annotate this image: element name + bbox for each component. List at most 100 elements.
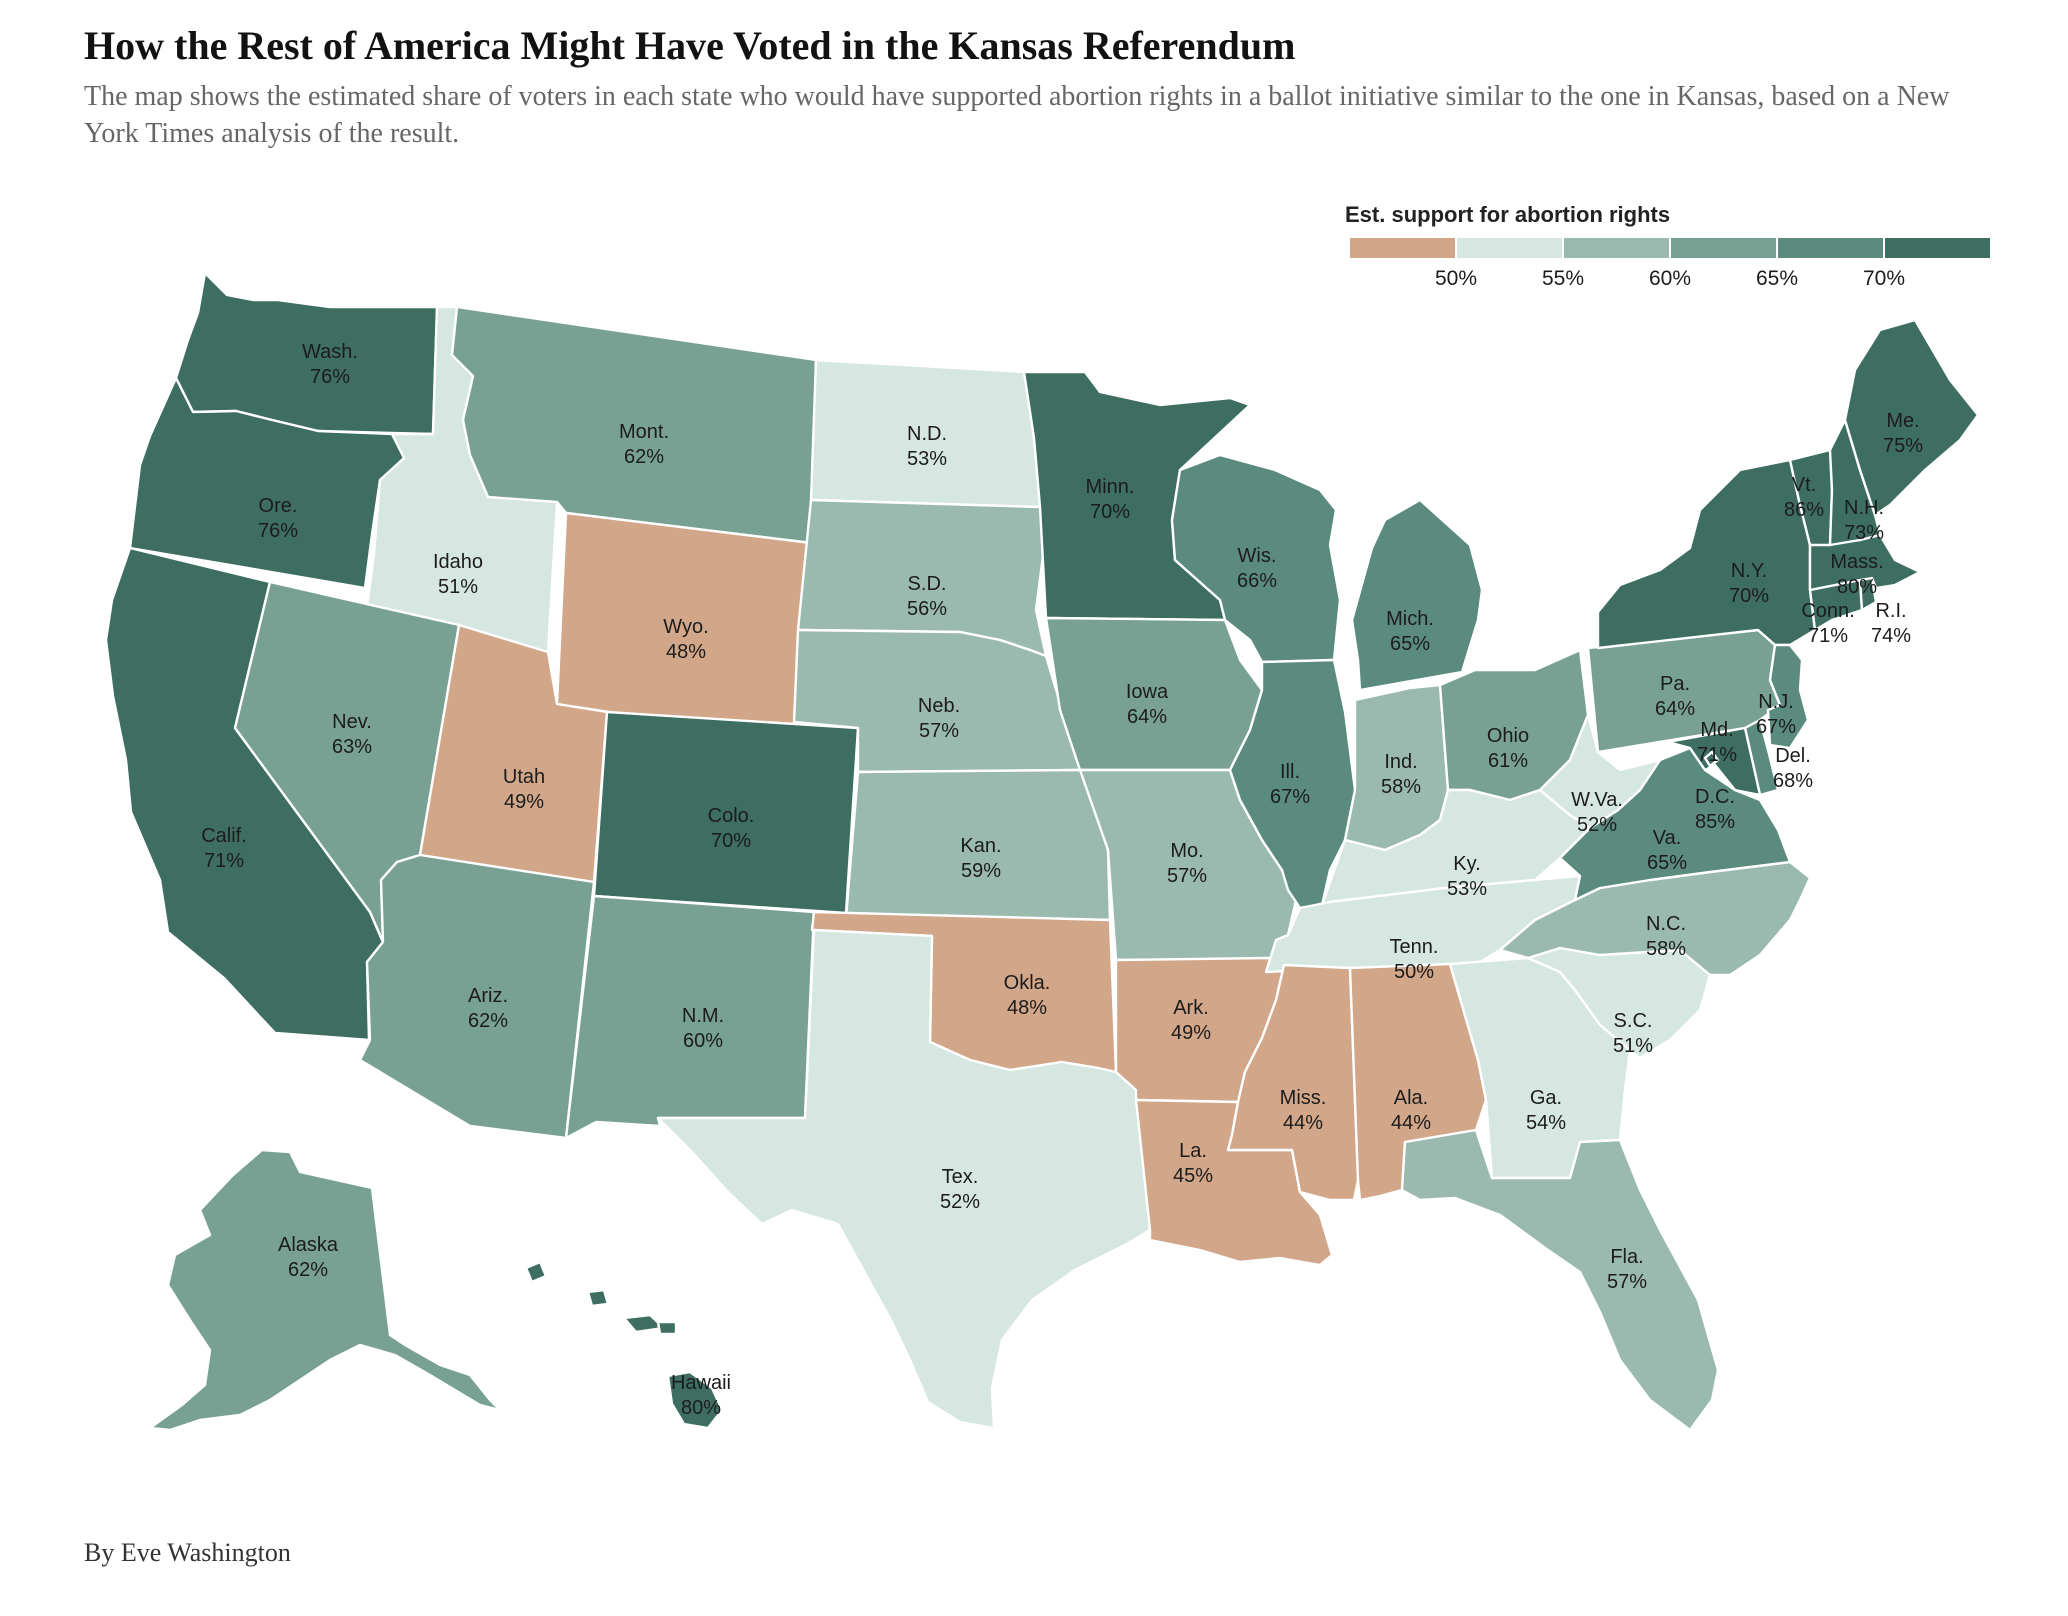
state-name-label: Pa. [1660,673,1690,695]
us-choropleth-map: Est. support for abortion rights 50% 55% 6… [104,202,1990,1432]
legend-bin [1671,238,1776,258]
state-value-label: 54% [1526,1112,1566,1134]
state-name-label: Conn. [1801,600,1854,622]
state-value-label: 75% [1883,435,1923,457]
state-name-label: N.C. [1646,913,1686,935]
state-name-label: Kan. [960,835,1001,857]
state-name-label: N.Y. [1731,560,1767,582]
state-value-label: 44% [1283,1112,1323,1134]
state-value-label: 63% [332,736,372,758]
state-name-label: Wyo. [663,616,708,638]
state-value-label: 64% [1127,706,1167,728]
state-value-label: 58% [1381,776,1421,798]
state-name-label: Utah [503,766,545,788]
state-name-label: Neb. [918,695,960,717]
state-name-label: R.I. [1875,600,1906,622]
byline: By Eve Washington [84,1538,291,1567]
state-name-label: Miss. [1280,1087,1327,1109]
state-name-label: Iowa [1126,681,1169,703]
state-name-label: Mich. [1386,608,1434,630]
state-name-label: Idaho [433,551,483,573]
state-name-label: Wis. [1238,545,1277,567]
state-value-label: 51% [1613,1035,1653,1057]
state-value-label: 57% [919,720,959,742]
state-name-label: Del. [1775,745,1811,767]
dek: The map shows the estimated share of vot… [84,81,1950,149]
state-shapes [104,271,1980,1432]
state-value-label: 76% [258,520,298,542]
state-wv [1538,713,1662,830]
state-name-label: Hawaii [671,1372,731,1394]
state-value-label: 70% [1729,585,1769,607]
state-name-label: Nev. [332,711,372,733]
legend-tick-label: 70% [1863,267,1905,290]
state-name-label: Mass. [1830,551,1883,573]
state-name-label: D.C. [1695,786,1735,808]
state-name-label: N.J. [1758,691,1794,713]
legend-tick-label: 50% [1435,267,1477,290]
state-value-label: 73% [1844,522,1884,544]
state-hi [656,1320,678,1336]
state-value-label: 71% [1697,744,1737,766]
state-name-label: La. [1179,1140,1207,1162]
state-name-label: Minn. [1086,476,1135,498]
state-dc [1703,750,1720,768]
state-value-label: 66% [1237,570,1277,592]
state-name-label: Tenn. [1390,936,1439,958]
state-il [1228,658,1357,910]
state-value-label: 53% [907,448,947,470]
state-value-label: 71% [1808,625,1848,647]
state-name-label: S.C. [1614,1010,1653,1032]
state-name-label: Fla. [1610,1246,1643,1268]
state-name-label: Ohio [1487,725,1529,747]
state-value-label: 71% [204,850,244,872]
state-value-label: 48% [666,641,706,663]
state-name-label: Ore. [259,495,298,517]
state-name-label: Vt. [1792,474,1816,496]
state-hi [666,1370,724,1430]
state-name-label: N.D. [907,423,947,445]
legend-tick-label: 60% [1649,267,1691,290]
state-name-label: Ariz. [468,985,508,1007]
state-name-label: Ga. [1530,1087,1562,1109]
state-value-label: 80% [1837,576,1877,598]
state-value-label: 76% [310,366,350,388]
legend: Est. support for abortion rights 50% 55% 6… [1345,202,1990,290]
state-name-label: Va. [1653,827,1682,849]
state-name-label: Mo. [1170,840,1203,862]
state-value-label: 65% [1647,852,1687,874]
legend-bin [1457,238,1562,258]
state-value-label: 67% [1756,716,1796,738]
state-name-label: Mont. [619,421,669,443]
state-value-label: 85% [1695,811,1735,833]
state-name-label: Ark. [1173,997,1209,1019]
state-value-label: 59% [961,860,1001,882]
state-value-label: 68% [1773,770,1813,792]
state-value-label: 62% [288,1259,328,1281]
legend-tick-label: 55% [1542,267,1584,290]
state-value-label: 62% [468,1010,508,1032]
state-value-label: 60% [683,1030,723,1052]
state-value-label: 67% [1270,786,1310,808]
state-value-label: 48% [1007,997,1047,1019]
state-fl [1400,1128,1720,1432]
state-name-label: Ala. [1394,1087,1428,1109]
state-name-label: Calif. [201,825,247,847]
legend-bin [1564,238,1669,258]
state-value-label: 49% [1171,1022,1211,1044]
state-me [1843,318,1980,517]
state-value-label: 44% [1391,1112,1431,1134]
state-name-label: Okla. [1004,972,1051,994]
state-value-label: 70% [711,830,751,852]
state-value-label: 53% [1447,878,1487,900]
state-value-label: 62% [624,446,664,468]
state-ak [148,1148,502,1432]
state-value-label: 58% [1646,938,1686,960]
state-mi [1350,498,1484,692]
legend-tick-label: 65% [1756,267,1798,290]
legend-bin [1778,238,1883,258]
state-value-label: 86% [1784,499,1824,521]
state-ny [1596,458,1817,650]
state-name-label: Tex. [942,1166,979,1188]
state-value-label: 64% [1655,698,1695,720]
